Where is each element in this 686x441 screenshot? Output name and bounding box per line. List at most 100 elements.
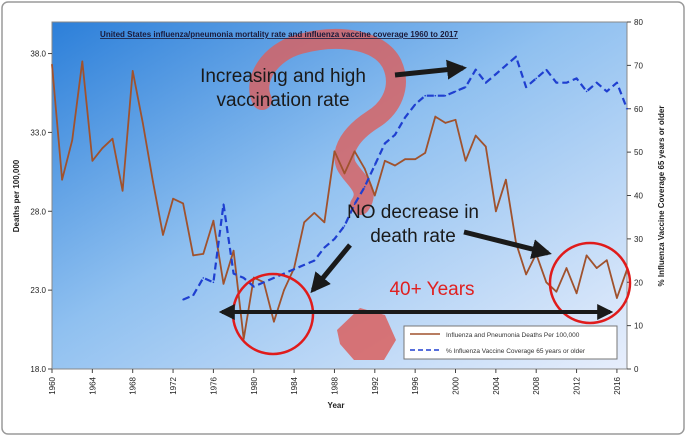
death-point <box>232 249 235 252</box>
question-curve-highlight <box>249 28 406 215</box>
death-point <box>51 63 53 66</box>
vaccine-point <box>202 277 205 279</box>
arrow-to-early-deaths <box>310 243 352 294</box>
death-point <box>444 122 447 124</box>
x-tick-label: 1988 <box>330 376 339 394</box>
death-rate-line <box>51 60 628 340</box>
death-point <box>162 234 164 236</box>
death-point <box>363 167 366 170</box>
death-point <box>222 283 225 285</box>
vaccine-point <box>555 81 558 84</box>
death-point <box>121 190 124 192</box>
death-point <box>333 150 336 153</box>
death-point <box>555 290 558 293</box>
death-point <box>464 160 467 162</box>
death-point <box>202 253 205 255</box>
death-point <box>424 152 427 154</box>
series-layer <box>51 55 629 340</box>
vaccine-point <box>545 68 548 71</box>
death-point <box>61 178 63 181</box>
vaccine-point <box>273 277 275 279</box>
x-tick-label: 1972 <box>169 376 178 394</box>
y-axis-label: Deaths per 100,000 <box>12 159 21 232</box>
death-point <box>374 194 376 197</box>
death-point <box>535 253 537 255</box>
vaccine-point <box>616 81 618 84</box>
vaccine-point <box>454 90 457 93</box>
death-point <box>565 267 568 269</box>
vaccine-point <box>626 108 628 110</box>
highlight-circle-recent <box>548 241 632 325</box>
x-tick-label: 2000 <box>452 376 461 394</box>
death-point <box>273 320 275 323</box>
death-point <box>525 273 527 276</box>
death-point <box>585 254 588 257</box>
annotation-vaccination-line2: vaccination rate <box>216 90 349 111</box>
death-point <box>606 259 608 262</box>
vaccine-point <box>212 281 215 284</box>
y2-tick-label: 20 <box>634 278 643 287</box>
vaccine-point <box>323 246 326 249</box>
x-axis-label: Year <box>328 401 345 410</box>
vaccine-point <box>374 164 376 166</box>
x-tick-label: 1976 <box>209 376 218 394</box>
vaccine-point <box>464 86 467 88</box>
vaccine-point <box>404 116 406 119</box>
vaccine-point <box>495 73 497 75</box>
x-tick-label: 1968 <box>129 376 138 394</box>
death-point <box>474 134 477 137</box>
death-point <box>495 210 497 213</box>
death-point <box>434 115 437 118</box>
vaccine-point <box>525 86 527 88</box>
death-point <box>575 292 578 295</box>
vaccine-point <box>242 277 245 279</box>
vaccine-point <box>575 77 578 80</box>
legend-box <box>403 325 618 360</box>
death-point <box>313 212 316 214</box>
vaccine-point <box>303 264 306 266</box>
death-point <box>353 150 356 153</box>
death-point <box>485 145 487 148</box>
vaccine-point <box>606 90 608 93</box>
vaccine-point <box>595 81 598 84</box>
y2-tick-label: 70 <box>634 61 643 70</box>
y2-tick-label: 10 <box>634 322 643 331</box>
death-point <box>404 158 406 160</box>
death-point <box>616 297 618 299</box>
y2-tick-label: 80 <box>634 18 643 27</box>
overlay-layer <box>249 28 406 360</box>
vaccine-point <box>222 203 225 205</box>
question-dot-highlight <box>337 308 396 360</box>
vaccine-point <box>293 268 295 271</box>
x-tick-label: 1964 <box>88 376 97 394</box>
x-tick-label: 1980 <box>250 376 259 394</box>
vaccine-point <box>585 90 588 93</box>
vaccine-point <box>505 64 507 67</box>
y-tick-label: 28.0 <box>30 207 46 216</box>
death-point <box>414 158 417 160</box>
vaccine-point <box>353 203 356 205</box>
annotation-no-decrease-line2: death rate <box>370 226 456 247</box>
axes-layer: 1960 1964 1968 1972 1976 1980 1984 1988 1992 1996… <box>30 18 643 395</box>
chart-title: United States influenza/pneumonia mortal… <box>100 30 458 39</box>
vaccine-point <box>384 142 386 145</box>
x-tick-label: 1984 <box>290 376 299 394</box>
death-point <box>71 139 73 142</box>
death-point <box>394 164 396 167</box>
vaccine-point <box>283 272 285 275</box>
y-tick-label: 18.0 <box>30 365 46 374</box>
vaccine-point <box>394 134 396 136</box>
y2-tick-label: 60 <box>634 105 643 114</box>
arrow-to-recent-deaths <box>463 229 552 259</box>
death-point <box>343 172 346 175</box>
vaccine-point <box>515 55 517 58</box>
annotation-no-decrease-line1: NO decrease in <box>347 202 479 223</box>
vaccine-point <box>414 103 417 106</box>
vaccine-point <box>434 94 437 97</box>
legend-label-vaccine: % Influenza Vaccine Coverage 65 years or… <box>446 348 586 355</box>
vaccine-point <box>253 285 255 288</box>
y2-tick-label: 40 <box>634 192 643 201</box>
vaccine-point <box>313 259 316 262</box>
vaccine-point <box>474 68 477 71</box>
